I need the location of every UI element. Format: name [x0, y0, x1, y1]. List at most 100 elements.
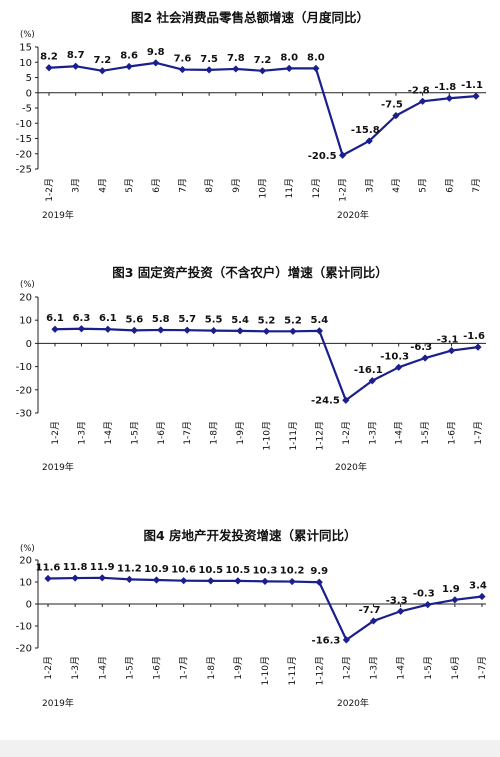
x-tick-label: 1-11月 [288, 421, 299, 450]
x-tick-label: 7月 [177, 178, 188, 193]
year-label: 2019年 [42, 461, 74, 473]
series-line [54, 327, 479, 402]
x-tick-label: 7月 [471, 178, 482, 193]
data-point [478, 592, 486, 601]
data-label: -7.7 [359, 605, 381, 616]
data-point [236, 327, 244, 335]
data-point [338, 151, 347, 159]
data-point [180, 577, 188, 585]
data-label: 10.2 [280, 566, 305, 577]
data-label: 11.2 [117, 563, 142, 574]
x-tick-label: 1-3月 [76, 421, 87, 445]
x-tick-label: 1-8月 [209, 421, 220, 445]
data-label: 6.1 [46, 313, 64, 324]
data-label: -0.3 [413, 589, 435, 600]
x-tick-label: 1-7月 [179, 656, 190, 680]
data-point [342, 636, 350, 644]
data-label: 5.4 [231, 315, 249, 326]
data-label: -16.1 [354, 365, 383, 376]
x-tick-label: 1-3月 [369, 656, 380, 680]
x-tick-label: 1-9月 [233, 656, 244, 680]
data-label: 11.9 [90, 562, 115, 573]
data-point [178, 65, 187, 74]
data-label: -2.8 [408, 85, 430, 96]
data-point [472, 92, 480, 100]
x-tick-label: 1-12月 [314, 421, 325, 450]
x-tick-label: 1-6月 [450, 656, 461, 680]
x-tick-label: 1-10月 [262, 421, 273, 450]
x-tick-label: 1-2月 [341, 421, 352, 445]
y-unit-label: (%) [20, 544, 35, 554]
data-label: 7.8 [227, 53, 245, 64]
data-label: 7.2 [94, 55, 112, 66]
x-tick-label: 1-2月 [44, 178, 55, 202]
data-point [315, 327, 323, 335]
data-point [157, 326, 165, 334]
y-tick-label: -10 [16, 622, 32, 633]
x-tick-label: 11月 [284, 178, 295, 198]
data-point [45, 64, 53, 72]
data-point [51, 325, 59, 333]
data-label: 10.9 [144, 564, 169, 575]
y-tick-label: 0 [26, 600, 32, 611]
data-point [72, 62, 80, 70]
data-label: -6.3 [410, 342, 432, 353]
data-point [397, 607, 405, 615]
x-tick-label: 1-9月 [235, 421, 246, 445]
data-point [312, 64, 320, 72]
data-point [369, 617, 378, 625]
data-label: -1.8 [434, 82, 456, 93]
year-label: 2020年 [337, 697, 369, 709]
x-tick-label: 4月 [97, 178, 108, 193]
data-label: 9.8 [147, 47, 165, 58]
data-point [392, 112, 400, 120]
y-tick-label: -10 [16, 119, 32, 130]
data-point [207, 577, 215, 585]
data-point [125, 575, 133, 583]
x-tick-label: 1-3月 [70, 656, 81, 680]
y-tick-label: 20 [19, 293, 32, 304]
data-point [183, 326, 191, 334]
y-tick-label: 20 [19, 556, 32, 567]
x-tick-label: 8月 [204, 178, 215, 193]
x-tick-label: 1-5月 [124, 656, 135, 680]
data-point [71, 574, 79, 582]
chart-3: 图3 固定资产投资（不含农户）增速（累计同比） (%) 20 10 0 -10 -20 -30… [16, 265, 486, 473]
data-point [365, 137, 373, 145]
y-tick-label: -20 [16, 385, 32, 396]
data-label: -20.5 [308, 151, 337, 162]
x-tick-label: 3月 [71, 178, 82, 193]
year-label: 2019年 [42, 209, 74, 221]
data-label: 5.8 [152, 314, 170, 325]
data-point [152, 576, 161, 584]
y-tick-label: -20 [16, 149, 32, 160]
data-point [289, 327, 297, 335]
data-label: 8.7 [67, 50, 85, 61]
data-label: -15.8 [351, 125, 380, 136]
data-point [445, 94, 453, 102]
x-tick-label: 1-8月 [206, 656, 217, 680]
data-point [451, 596, 459, 604]
x-tick-label: 1-5月 [129, 421, 140, 445]
x-tick-label: 1-2月 [341, 656, 352, 680]
data-label: -1.6 [463, 331, 485, 342]
x-tick-label: 1-6月 [447, 421, 458, 445]
data-label: 11.8 [63, 562, 88, 573]
data-label: 6.3 [73, 313, 91, 324]
data-label: -7.5 [381, 100, 403, 111]
year-label: 2019年 [42, 697, 74, 709]
data-label: 5.4 [311, 315, 329, 326]
x-tick-label: 1-7月 [182, 421, 193, 445]
data-label: 7.2 [254, 55, 272, 66]
year-label: 2020年 [335, 461, 367, 473]
x-tick-label: 6月 [444, 178, 455, 193]
x-tick-label: 1-4月 [394, 421, 405, 445]
y-unit-label: (%) [20, 280, 35, 290]
x-tick-label: 1-10月 [260, 656, 271, 685]
data-label: 5.2 [284, 315, 302, 326]
x-tick-label: 1-11月 [287, 656, 298, 685]
data-point [262, 327, 271, 335]
data-label: 8.6 [120, 51, 138, 62]
